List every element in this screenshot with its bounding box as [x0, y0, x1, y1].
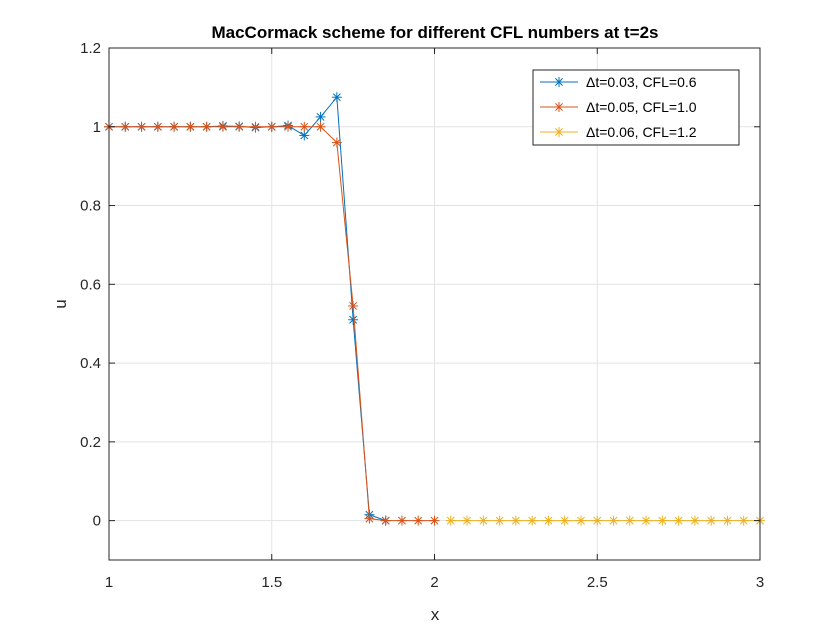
- series-3-point: [641, 515, 652, 526]
- series-2-point: [348, 300, 359, 311]
- series-1-point: [331, 92, 342, 103]
- series-3-point: [738, 515, 749, 526]
- series-3-point: [673, 515, 684, 526]
- legend-marker-2: [554, 102, 564, 112]
- series-3-point: [657, 515, 668, 526]
- series-1-point: [315, 111, 326, 122]
- series-3-point: [608, 515, 619, 526]
- series-3-point: [478, 515, 489, 526]
- series-3-point: [543, 515, 554, 526]
- series-2-point: [283, 121, 294, 132]
- series-3-point: [624, 515, 635, 526]
- series-2-point: [299, 121, 310, 132]
- y-axis-label: u: [51, 299, 70, 308]
- series-2-point: [169, 121, 180, 132]
- series-2-point: [201, 121, 212, 132]
- series-2-point: [364, 513, 375, 524]
- series-3-point: [494, 515, 505, 526]
- series-3-point: [445, 515, 456, 526]
- series-3-point: [592, 515, 603, 526]
- y-axis-ticks: 0 0.2 0.4 0.6 0.8 1 1.2: [80, 40, 760, 530]
- x-axis-label: x: [431, 605, 440, 624]
- legend-marker-3: [554, 127, 564, 137]
- x-axis-ticks: 1 1.5 2 2.5 3: [105, 48, 764, 591]
- x-tick-label: 2.5: [587, 574, 608, 591]
- y-tick-label: 0.6: [80, 276, 101, 293]
- y-tick-label: 0.4: [80, 355, 101, 372]
- series-3-point: [575, 515, 586, 526]
- x-tick-label: 2: [430, 574, 438, 591]
- series-2-point: [429, 515, 440, 526]
- legend-marker-1: [554, 77, 564, 87]
- series-2-point: [250, 121, 261, 132]
- chart-title: MacCormack scheme for different CFL numb…: [211, 23, 658, 42]
- series-2-point: [413, 515, 424, 526]
- series-2-point: [331, 137, 342, 148]
- series-3-point: [462, 515, 473, 526]
- series-1-point: [299, 130, 310, 141]
- series-2-point: [120, 121, 131, 132]
- legend: Δt=0.03, CFL=0.6 Δt=0.05, CFL=1.0 Δt=0.06,…: [532, 69, 740, 146]
- legend-label-1: Δt=0.03, CFL=0.6: [586, 74, 697, 90]
- y-tick-label: 1: [93, 119, 101, 136]
- legend-label-2: Δt=0.05, CFL=1.0: [586, 99, 697, 115]
- series-2: [104, 121, 440, 526]
- series-2-point: [136, 121, 147, 132]
- series-3-point: [559, 515, 570, 526]
- series-2-point: [185, 121, 196, 132]
- series-2-point: [315, 121, 326, 132]
- series-3-point: [722, 515, 733, 526]
- series-2-point: [217, 121, 228, 132]
- series-3-point: [510, 515, 521, 526]
- x-tick-label: 1: [105, 574, 113, 591]
- legend-label-3: Δt=0.06, CFL=1.2: [586, 124, 697, 140]
- series-1-point: [348, 314, 359, 325]
- series-2-point: [152, 121, 163, 132]
- series-3-point: [689, 515, 700, 526]
- legend-entries: Δt=0.03, CFL=0.6 Δt=0.05, CFL=1.0 Δt=0.06,…: [540, 74, 697, 140]
- y-tick-label: 0: [93, 513, 101, 530]
- x-tick-label: 1.5: [261, 574, 282, 591]
- x-tick-label: 3: [756, 574, 764, 591]
- y-tick-label: 1.2: [80, 40, 101, 57]
- series-layer: [104, 92, 765, 526]
- series-2-point: [234, 121, 245, 132]
- y-tick-label: 0.2: [80, 434, 101, 451]
- series-2-point: [380, 515, 391, 526]
- series-3-point: [527, 515, 538, 526]
- y-tick-label: 0.8: [80, 198, 101, 215]
- series-2-point: [396, 515, 407, 526]
- series-3: [445, 515, 765, 526]
- series-3-point: [706, 515, 717, 526]
- series-2-point: [266, 121, 277, 132]
